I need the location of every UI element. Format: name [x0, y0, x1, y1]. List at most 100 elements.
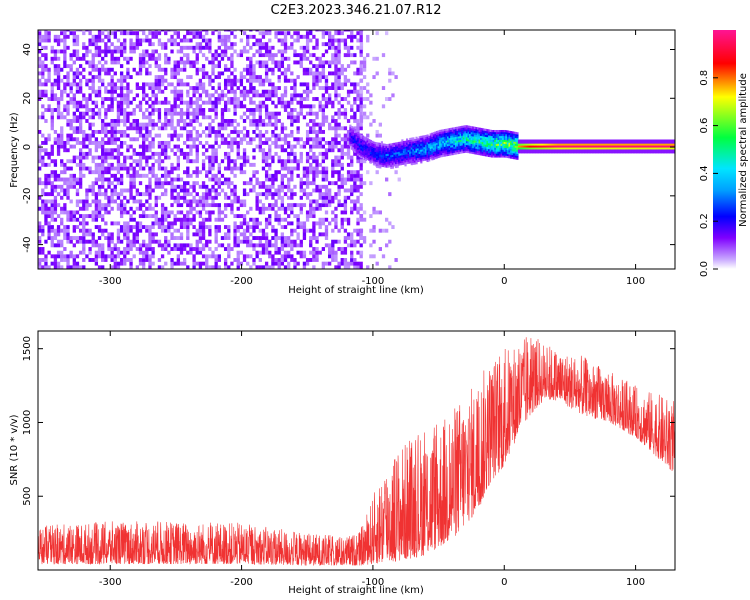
- heatmap-cell: [148, 177, 152, 182]
- heatmap-cell: [246, 192, 250, 197]
- heatmap-cell: [91, 192, 95, 197]
- heatmap-cell: [148, 42, 152, 47]
- heatmap-cell: [126, 93, 130, 98]
- heatmap-cell: [352, 133, 355, 136]
- heatmap-cell: [415, 138, 418, 141]
- heatmap-cell: [126, 250, 130, 255]
- heatmap-cell: [85, 214, 89, 219]
- heatmap-cell: [198, 232, 203, 237]
- heatmap-cell: [426, 150, 429, 153]
- heatmap-cell: [135, 45, 140, 50]
- heatmap-cell: [236, 261, 240, 266]
- heatmap-cell: [293, 192, 297, 197]
- heatmap-cell: [60, 188, 64, 193]
- heatmap-cell: [461, 149, 464, 152]
- heatmap-cell: [290, 232, 294, 237]
- heatmap-cell: [327, 122, 332, 127]
- heatmap-cell: [104, 254, 108, 259]
- heatmap-cell: [246, 56, 250, 61]
- heatmap-cell: [50, 254, 54, 259]
- heatmap-cell: [123, 30, 127, 32]
- heatmap-cell: [486, 150, 489, 153]
- heatmap-cell: [377, 162, 380, 165]
- heatmap-cell: [454, 144, 458, 147]
- heatmap-cell: [170, 108, 174, 112]
- heatmap-cell: [145, 133, 149, 138]
- heatmap-cell: [274, 119, 278, 123]
- heatmap-cell: [129, 239, 133, 244]
- heatmap-cell: [387, 159, 390, 162]
- heatmap-cell: [126, 170, 130, 175]
- heatmap-cell: [160, 217, 165, 222]
- heatmap-cell: [110, 126, 114, 131]
- heatmap-cell: [435, 130, 439, 134]
- heatmap-cell: [385, 151, 388, 155]
- heatmap-cell: [358, 137, 361, 140]
- heatmap-cell: [287, 104, 291, 109]
- heatmap-cell: [484, 142, 488, 145]
- heatmap-cell: [337, 111, 341, 116]
- heatmap-cell: [63, 170, 67, 175]
- heatmap-cell: [366, 89, 370, 94]
- heatmap-cell: [462, 131, 465, 134]
- heatmap-cell: [246, 108, 250, 112]
- heatmap-cell: [375, 129, 379, 134]
- heatmap-cell: [164, 192, 168, 197]
- heatmap-cell: [66, 214, 70, 219]
- heatmap-cell: [113, 86, 117, 90]
- heatmap-cell: [264, 93, 269, 98]
- heatmap-cell: [104, 170, 108, 175]
- heatmap-cell: [66, 181, 70, 186]
- heatmap-cell: [277, 155, 281, 160]
- heatmap-cell: [160, 203, 165, 208]
- heatmap-cell: [486, 134, 489, 138]
- heatmap-cell: [327, 188, 332, 193]
- heatmap-cell: [343, 111, 348, 116]
- heatmap-cell: [331, 148, 335, 153]
- heatmap-cell: [110, 56, 114, 61]
- heatmap-cell: [309, 89, 313, 94]
- heatmap-cell: [420, 153, 423, 156]
- heatmap-cell: [101, 184, 105, 189]
- heatmap-cell: [176, 243, 180, 248]
- heatmap-cell: [302, 203, 307, 208]
- heatmap-cell: [164, 228, 168, 233]
- heatmap-cell: [268, 137, 272, 142]
- heatmap-cell: [192, 144, 196, 149]
- heatmap-cell: [340, 203, 344, 208]
- heatmap-cell: [261, 243, 266, 248]
- heatmap-cell: [201, 192, 206, 197]
- heatmap-cell: [469, 149, 472, 152]
- heatmap-cell: [426, 157, 429, 161]
- heatmap-cell: [309, 111, 313, 116]
- heatmap-cell: [211, 265, 215, 269]
- heatmap-cell: [462, 127, 465, 130]
- heatmap-cell: [198, 236, 203, 240]
- heatmap-cell: [379, 154, 382, 157]
- heatmap-cell: [78, 162, 83, 167]
- heatmap-cell: [388, 78, 392, 83]
- heatmap-cell: [41, 228, 45, 233]
- heatmap-cell: [349, 134, 352, 137]
- heatmap-cell: [53, 97, 58, 101]
- heatmap-cell: [437, 149, 440, 153]
- heatmap-cell: [66, 239, 70, 244]
- heatmap-cell: [211, 144, 215, 149]
- heatmap-cell: [337, 49, 341, 54]
- heatmap-cell: [448, 135, 451, 139]
- heatmap-cell: [50, 217, 54, 222]
- heatmap-cell: [445, 148, 448, 151]
- heatmap-cell: [151, 86, 155, 90]
- heatmap-cell: [94, 129, 99, 134]
- heatmap-cell: [465, 125, 469, 128]
- heatmap-cell: [469, 131, 472, 134]
- heatmap-cell: [363, 138, 366, 141]
- heatmap-cell: [261, 265, 266, 269]
- heatmap-cell: [208, 155, 212, 160]
- heatmap-cell: [101, 82, 105, 87]
- heatmap-cell: [201, 221, 206, 226]
- heatmap-cell: [107, 247, 111, 251]
- heatmap-cell: [47, 71, 51, 76]
- heatmap-cell: [179, 100, 184, 105]
- heatmap-cell: [82, 93, 86, 98]
